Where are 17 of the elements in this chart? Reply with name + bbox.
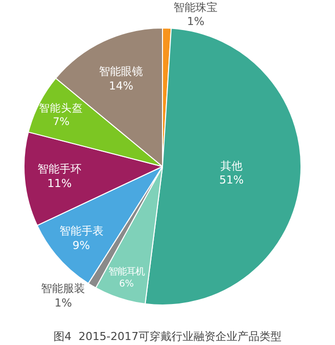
data-label: 14% [108,79,134,92]
data-label: 7% [52,116,70,128]
slice-label: 智能珠宝 [174,0,218,14]
text: 图4 2015-2017可穿戴行业融资企业产品类型 [54,330,282,343]
data-label: 1% [186,15,204,28]
slice-label: 智能手环 [38,162,82,176]
slice-label: 智能手表 [59,224,104,238]
data-label: 11% [47,176,72,190]
slice-label: 智能服装 [41,282,86,296]
data-label: 51% [219,174,244,187]
slice-label: 智能眼镜 [99,64,144,78]
data-label: 1% [54,296,72,310]
slice-label: 其他 [220,159,242,172]
slice-label: 智能耳机 [108,266,144,278]
data-label: 9% [72,238,90,252]
slice-label: 智能头盔 [39,101,84,114]
data-label: 6% [119,278,134,290]
